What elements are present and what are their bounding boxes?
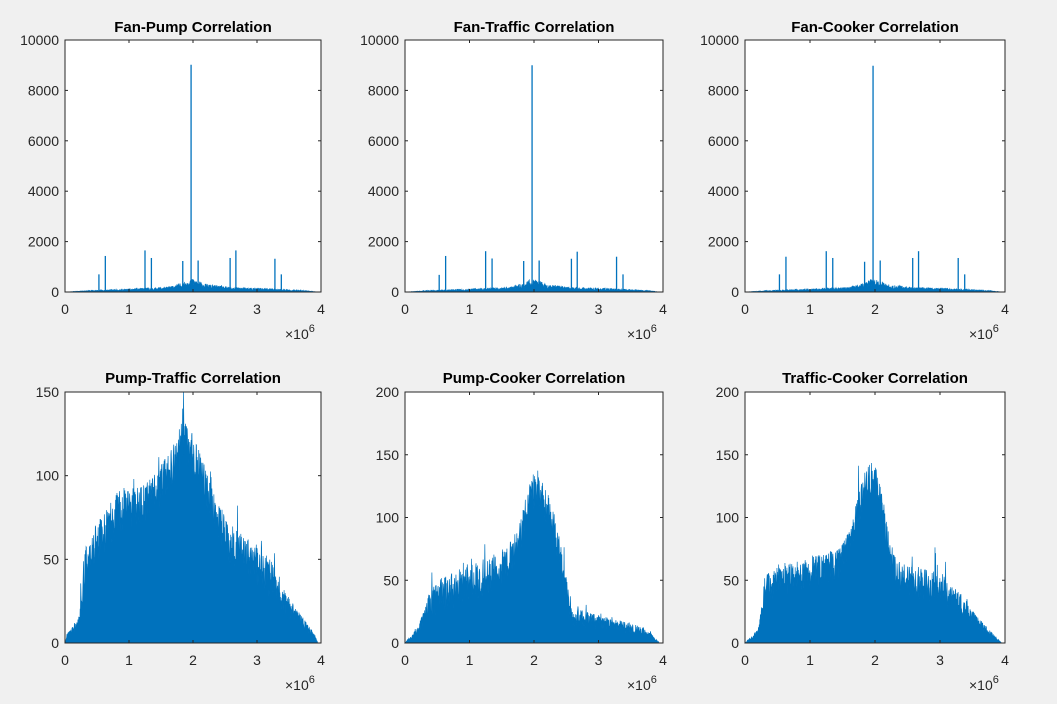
x-tick-label-2: 2 xyxy=(189,301,197,317)
x-tick-label-4: 4 xyxy=(659,652,667,668)
x-tick-label-0: 0 xyxy=(61,652,69,668)
x-tick-label-1: 1 xyxy=(125,652,133,668)
x-tick-label-0: 0 xyxy=(61,301,69,317)
x-multiplier-exponent: 6 xyxy=(993,323,999,335)
x-tick-label-3: 3 xyxy=(253,652,261,668)
x-tick-label-3: 3 xyxy=(253,301,261,317)
x-tick-label-3: 3 xyxy=(936,652,944,668)
y-tick-label-4: 200 xyxy=(716,384,740,400)
y-tick-label-1: 50 xyxy=(43,551,59,567)
series-area xyxy=(403,470,661,644)
x-multiplier-exponent: 6 xyxy=(651,323,657,335)
plot-area xyxy=(405,40,663,292)
x-multiplier-label: ×106 xyxy=(285,674,315,693)
x-multiplier-exponent: 6 xyxy=(651,674,657,686)
y-tick-label-5: 10000 xyxy=(700,32,739,48)
subplot-title: Pump-Traffic Correlation xyxy=(105,370,281,387)
y-tick-label-2: 100 xyxy=(376,510,400,526)
x-tick-label-2: 2 xyxy=(530,301,538,317)
y-tick-label-0: 0 xyxy=(51,284,59,300)
y-tick-label-5: 10000 xyxy=(20,32,59,48)
x-tick-label-0: 0 xyxy=(401,301,409,317)
x-multiplier-label: ×106 xyxy=(627,323,657,342)
x-multiplier-label: ×106 xyxy=(627,674,657,693)
x-multiplier-exponent: 6 xyxy=(309,323,315,335)
y-tick-label-2: 100 xyxy=(716,510,740,526)
y-tick-label-1: 2000 xyxy=(368,234,399,250)
subplot-title: Fan-Pump Correlation xyxy=(114,19,272,36)
y-tick-label-1: 2000 xyxy=(708,234,739,250)
y-tick-label-4: 8000 xyxy=(708,82,739,98)
x-multiplier-label: ×106 xyxy=(285,323,315,342)
x-tick-label-0: 0 xyxy=(741,652,749,668)
y-tick-label-0: 0 xyxy=(731,635,739,651)
plot-area xyxy=(65,40,321,292)
x-multiplier-exponent: 6 xyxy=(309,674,315,686)
x-multiplier-label: ×106 xyxy=(969,323,999,342)
y-tick-label-3: 150 xyxy=(376,447,400,463)
y-tick-label-0: 0 xyxy=(391,635,399,651)
x-tick-label-4: 4 xyxy=(317,652,325,668)
subplot-fan-cooker: Fan-Cooker Correlation 0 1 2 3 4 0 2000 4000 600… xyxy=(700,19,1009,342)
y-tick-label-0: 0 xyxy=(391,284,399,300)
x-multiplier-label: ×106 xyxy=(969,674,999,693)
x-multiplier-exponent: 6 xyxy=(993,674,999,686)
y-tick-label-3: 6000 xyxy=(708,133,739,149)
x-tick-label-3: 3 xyxy=(595,301,603,317)
y-tick-label-2: 4000 xyxy=(708,183,739,199)
x-tick-label-2: 2 xyxy=(871,652,879,668)
subplot-pump-cooker: Pump-Cooker Correlation 0 1 2 3 4 0 50 100 150 20… xyxy=(376,370,667,693)
x-tick-label-1: 1 xyxy=(466,301,474,317)
y-tick-label-0: 0 xyxy=(51,635,59,651)
subplot-title: Pump-Cooker Correlation xyxy=(443,370,626,387)
y-tick-label-3: 150 xyxy=(716,447,740,463)
y-tick-label-1: 50 xyxy=(723,572,739,588)
x-tick-label-4: 4 xyxy=(1001,301,1009,317)
subplot-fan-pump: Fan-Pump Correlation 0 1 2 3 4 0 2000 4000 6000 8… xyxy=(20,19,325,342)
y-tick-label-5: 10000 xyxy=(360,32,399,48)
y-tick-label-2: 100 xyxy=(36,468,60,484)
x-tick-label-3: 3 xyxy=(936,301,944,317)
y-tick-label-0: 0 xyxy=(731,284,739,300)
y-tick-label-1: 50 xyxy=(383,572,399,588)
subplot-traffic-cooker: Traffic-Cooker Correlation 0 1 2 3 4 0 50 100 15… xyxy=(716,370,1009,693)
x-tick-label-1: 1 xyxy=(806,652,814,668)
y-tick-label-3: 150 xyxy=(36,384,60,400)
x-tick-label-4: 4 xyxy=(659,301,667,317)
y-tick-label-4: 200 xyxy=(376,384,400,400)
x-tick-label-2: 2 xyxy=(189,652,197,668)
y-tick-label-2: 4000 xyxy=(28,183,59,199)
x-tick-label-1: 1 xyxy=(806,301,814,317)
series-area xyxy=(744,463,1003,644)
subplot-title: Fan-Traffic Correlation xyxy=(454,19,615,36)
x-tick-label-3: 3 xyxy=(595,652,603,668)
x-tick-label-4: 4 xyxy=(317,301,325,317)
x-tick-label-1: 1 xyxy=(125,301,133,317)
subplot-fan-traffic: Fan-Traffic Correlation 0 1 2 3 4 0 2000 4000 60… xyxy=(360,19,667,342)
subplot-pump-traffic: Pump-Traffic Correlation 0 1 2 3 4 0 50 100 150 ×… xyxy=(36,370,325,693)
x-tick-label-2: 2 xyxy=(530,652,538,668)
y-tick-label-4: 8000 xyxy=(368,82,399,98)
y-tick-label-4: 8000 xyxy=(28,82,59,98)
subplot-title: Traffic-Cooker Correlation xyxy=(782,370,968,387)
x-tick-label-4: 4 xyxy=(1001,652,1009,668)
y-tick-label-3: 6000 xyxy=(368,133,399,149)
x-tick-label-1: 1 xyxy=(466,652,474,668)
series-area xyxy=(64,391,319,644)
x-tick-label-2: 2 xyxy=(871,301,879,317)
subplot-title: Fan-Cooker Correlation xyxy=(791,19,959,36)
y-tick-label-3: 6000 xyxy=(28,133,59,149)
y-tick-label-2: 4000 xyxy=(368,183,399,199)
x-tick-label-0: 0 xyxy=(401,652,409,668)
plot-area xyxy=(745,40,1005,292)
x-tick-label-0: 0 xyxy=(741,301,749,317)
y-tick-label-1: 2000 xyxy=(28,234,59,250)
